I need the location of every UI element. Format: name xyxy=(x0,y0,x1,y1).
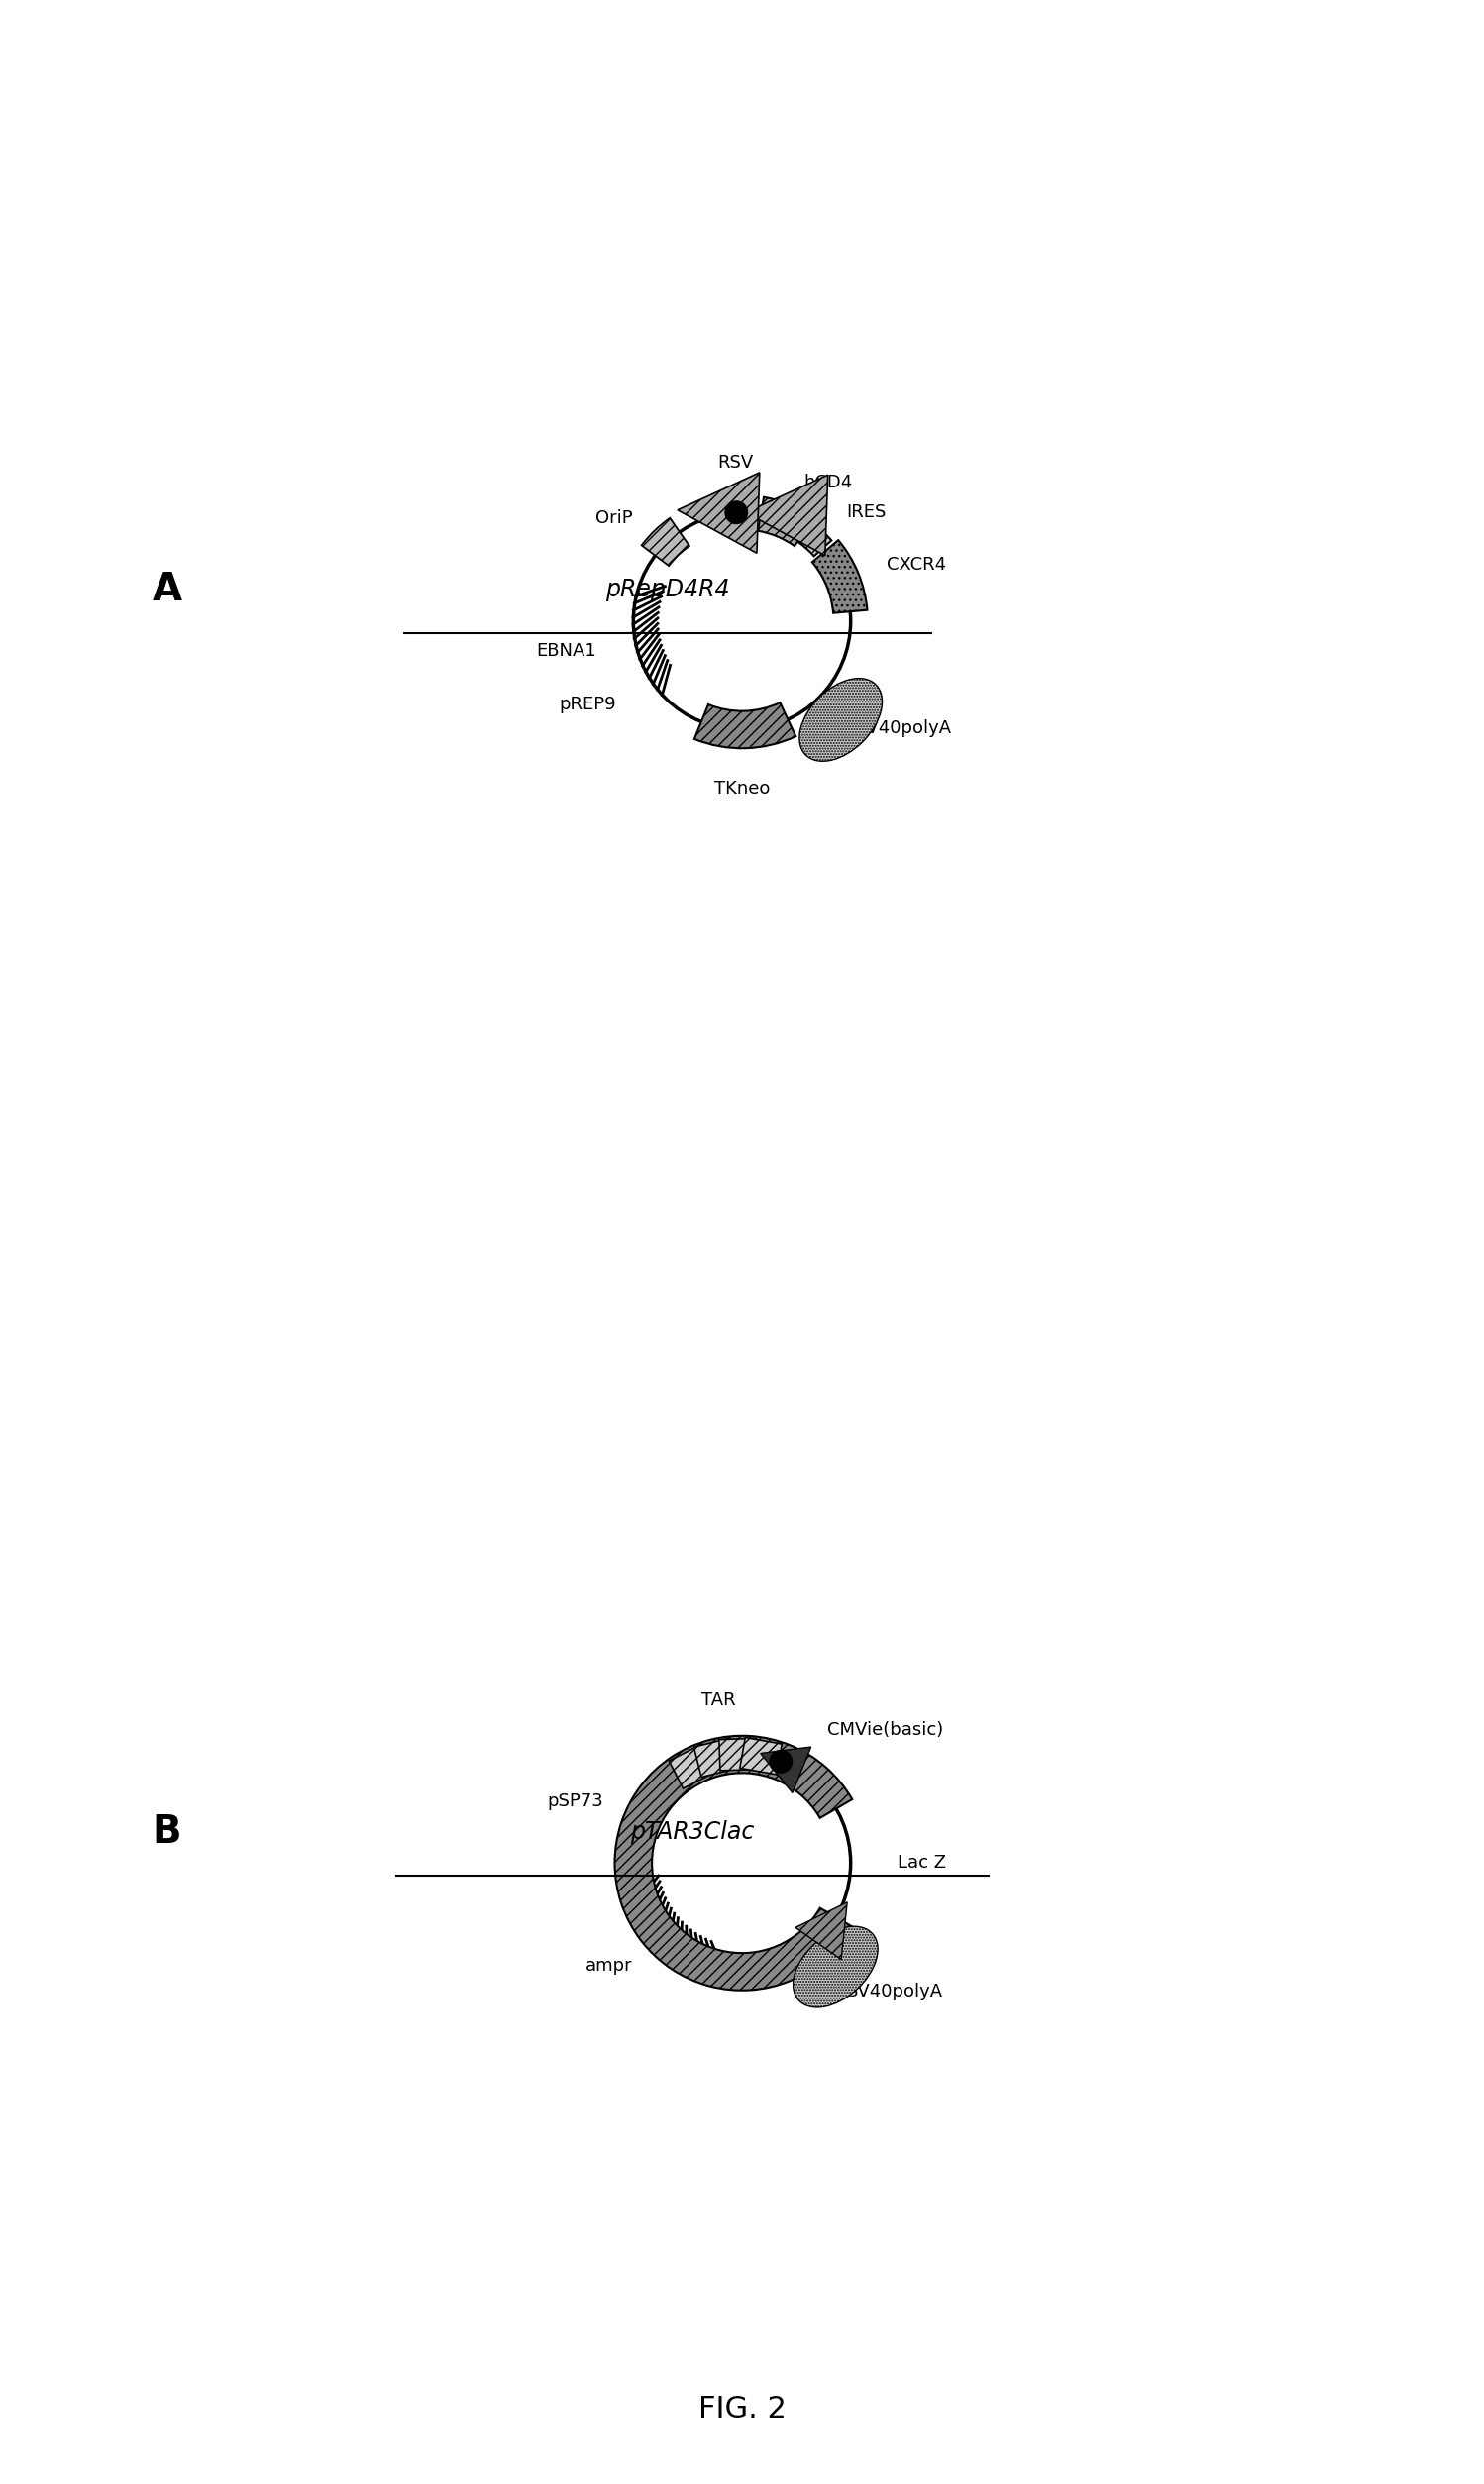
Polygon shape xyxy=(795,1903,847,1960)
Wedge shape xyxy=(695,703,795,748)
Text: OriP: OriP xyxy=(595,509,632,527)
Polygon shape xyxy=(678,472,760,554)
Text: CXCR4: CXCR4 xyxy=(886,556,945,574)
Text: Lac Z: Lac Z xyxy=(898,1853,945,1873)
Polygon shape xyxy=(746,474,828,556)
Text: FIG. 2: FIG. 2 xyxy=(697,2395,787,2424)
Polygon shape xyxy=(669,1744,717,1788)
Text: pREP9: pREP9 xyxy=(559,696,616,713)
Text: IRES: IRES xyxy=(846,504,886,522)
Text: ampr: ampr xyxy=(585,1957,632,1975)
Wedge shape xyxy=(614,1736,852,1990)
Polygon shape xyxy=(741,1736,782,1774)
Text: RSV: RSV xyxy=(718,455,754,472)
Text: EBNA1: EBNA1 xyxy=(536,641,597,661)
Text: pRepD4R4: pRepD4R4 xyxy=(605,579,730,601)
Text: CMVie(basic): CMVie(basic) xyxy=(827,1721,944,1739)
Text: pTAR3Clac: pTAR3Clac xyxy=(631,1821,754,1843)
Text: B: B xyxy=(153,1813,181,1851)
Text: TAR: TAR xyxy=(702,1692,736,1709)
Ellipse shape xyxy=(792,1928,879,2007)
Wedge shape xyxy=(812,539,867,614)
Wedge shape xyxy=(641,519,690,566)
Circle shape xyxy=(770,1751,792,1774)
Text: A: A xyxy=(153,571,183,609)
Circle shape xyxy=(726,502,748,524)
Text: TKneo: TKneo xyxy=(714,780,770,797)
Text: pSP73: pSP73 xyxy=(548,1793,604,1811)
Text: SV40polyA: SV40polyA xyxy=(847,1982,944,2000)
Text: SV40polyA: SV40polyA xyxy=(856,720,953,738)
Polygon shape xyxy=(760,1746,810,1793)
Wedge shape xyxy=(798,524,831,556)
Polygon shape xyxy=(695,1739,738,1776)
Polygon shape xyxy=(720,1739,757,1771)
Ellipse shape xyxy=(800,678,881,760)
Wedge shape xyxy=(785,1756,815,1786)
Wedge shape xyxy=(758,497,815,546)
Text: hCD4: hCD4 xyxy=(804,474,853,492)
